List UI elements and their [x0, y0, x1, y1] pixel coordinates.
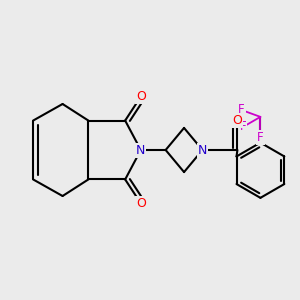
Text: O: O — [136, 197, 146, 210]
Text: F: F — [257, 130, 264, 144]
Text: N: N — [136, 143, 146, 157]
Text: F: F — [238, 103, 245, 116]
Text: N: N — [198, 143, 207, 157]
Text: O: O — [136, 90, 146, 103]
Text: F: F — [240, 121, 246, 134]
Text: O: O — [232, 114, 242, 127]
